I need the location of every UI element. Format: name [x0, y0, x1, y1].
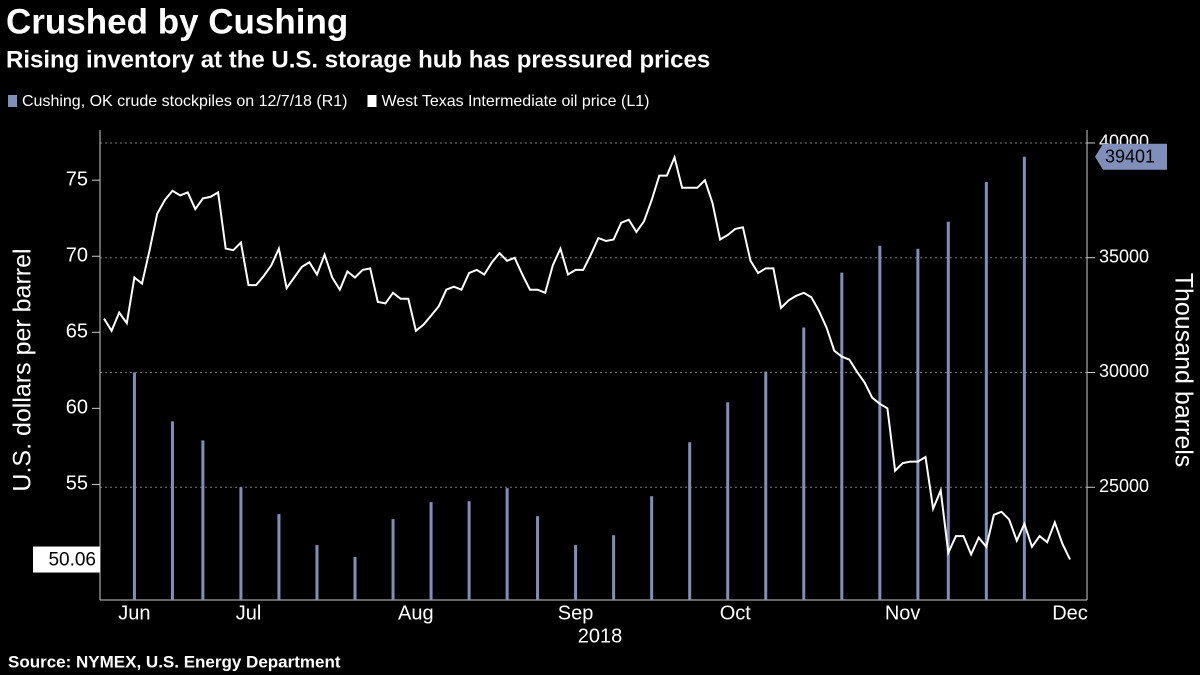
x-tick-label: Nov [885, 602, 921, 624]
y2-tick-label: 30000 [1099, 361, 1149, 381]
x-tick-label: Oct [720, 602, 752, 624]
bar [536, 516, 540, 600]
legend-label: West Texas Intermediate oil price (L1) [382, 93, 650, 110]
bar [574, 545, 578, 600]
bar [612, 535, 616, 600]
bar [239, 487, 243, 600]
bar [802, 327, 806, 600]
bar [688, 442, 692, 600]
chart-title: Crushed by Cushing [6, 2, 348, 41]
y-tick-label: 75 [66, 168, 88, 190]
y2-tick-label: 25000 [1099, 476, 1149, 496]
bar [916, 248, 920, 600]
bar [429, 502, 433, 600]
legend-label: Cushing, OK crude stockpiles on 12/7/18 … [22, 93, 348, 110]
bar [277, 514, 281, 600]
bar [946, 221, 950, 600]
x-tick-label: Aug [398, 602, 434, 624]
x-axis-label: 2018 [578, 625, 623, 647]
x-tick-label: Dec [1052, 602, 1088, 624]
y-axis-label: U.S. dollars per barrel [9, 248, 37, 491]
chart-subtitle: Rising inventory at the U.S. storage hub… [6, 46, 710, 73]
bar [984, 181, 988, 601]
bar [764, 371, 768, 600]
legend-swatch [8, 95, 17, 107]
last-value-label: 50.06 [48, 550, 96, 571]
bar [315, 545, 319, 600]
y-tick-label: 70 [66, 245, 88, 267]
x-tick-label: Sep [558, 602, 594, 624]
y-tick-label: 55 [66, 473, 88, 495]
bar [505, 488, 509, 600]
y-tick-label: 60 [66, 397, 88, 419]
bar [467, 501, 471, 600]
bar [391, 519, 395, 600]
bar [726, 402, 730, 600]
line [103, 154, 1071, 560]
bar [201, 440, 205, 600]
x-tick-label: Jun [118, 602, 150, 624]
y2-tick-label: 35000 [1099, 246, 1149, 266]
x-tick-label: Jul [236, 602, 262, 624]
last-value-box [33, 546, 100, 573]
legend-swatch [367, 95, 377, 107]
y2-axis-label: Thousand barrels [1169, 273, 1197, 468]
bar [353, 557, 357, 600]
bar [1022, 156, 1026, 600]
bar [650, 496, 654, 600]
bar [840, 272, 844, 600]
y-tick-label: 65 [66, 321, 88, 343]
source: Source: NYMEX, U.S. Energy Department [8, 652, 341, 671]
last-value-label: 39401 [1105, 146, 1155, 166]
last-value-box [1095, 143, 1167, 170]
bar [132, 372, 136, 600]
bar [170, 421, 174, 600]
bar [878, 245, 882, 601]
